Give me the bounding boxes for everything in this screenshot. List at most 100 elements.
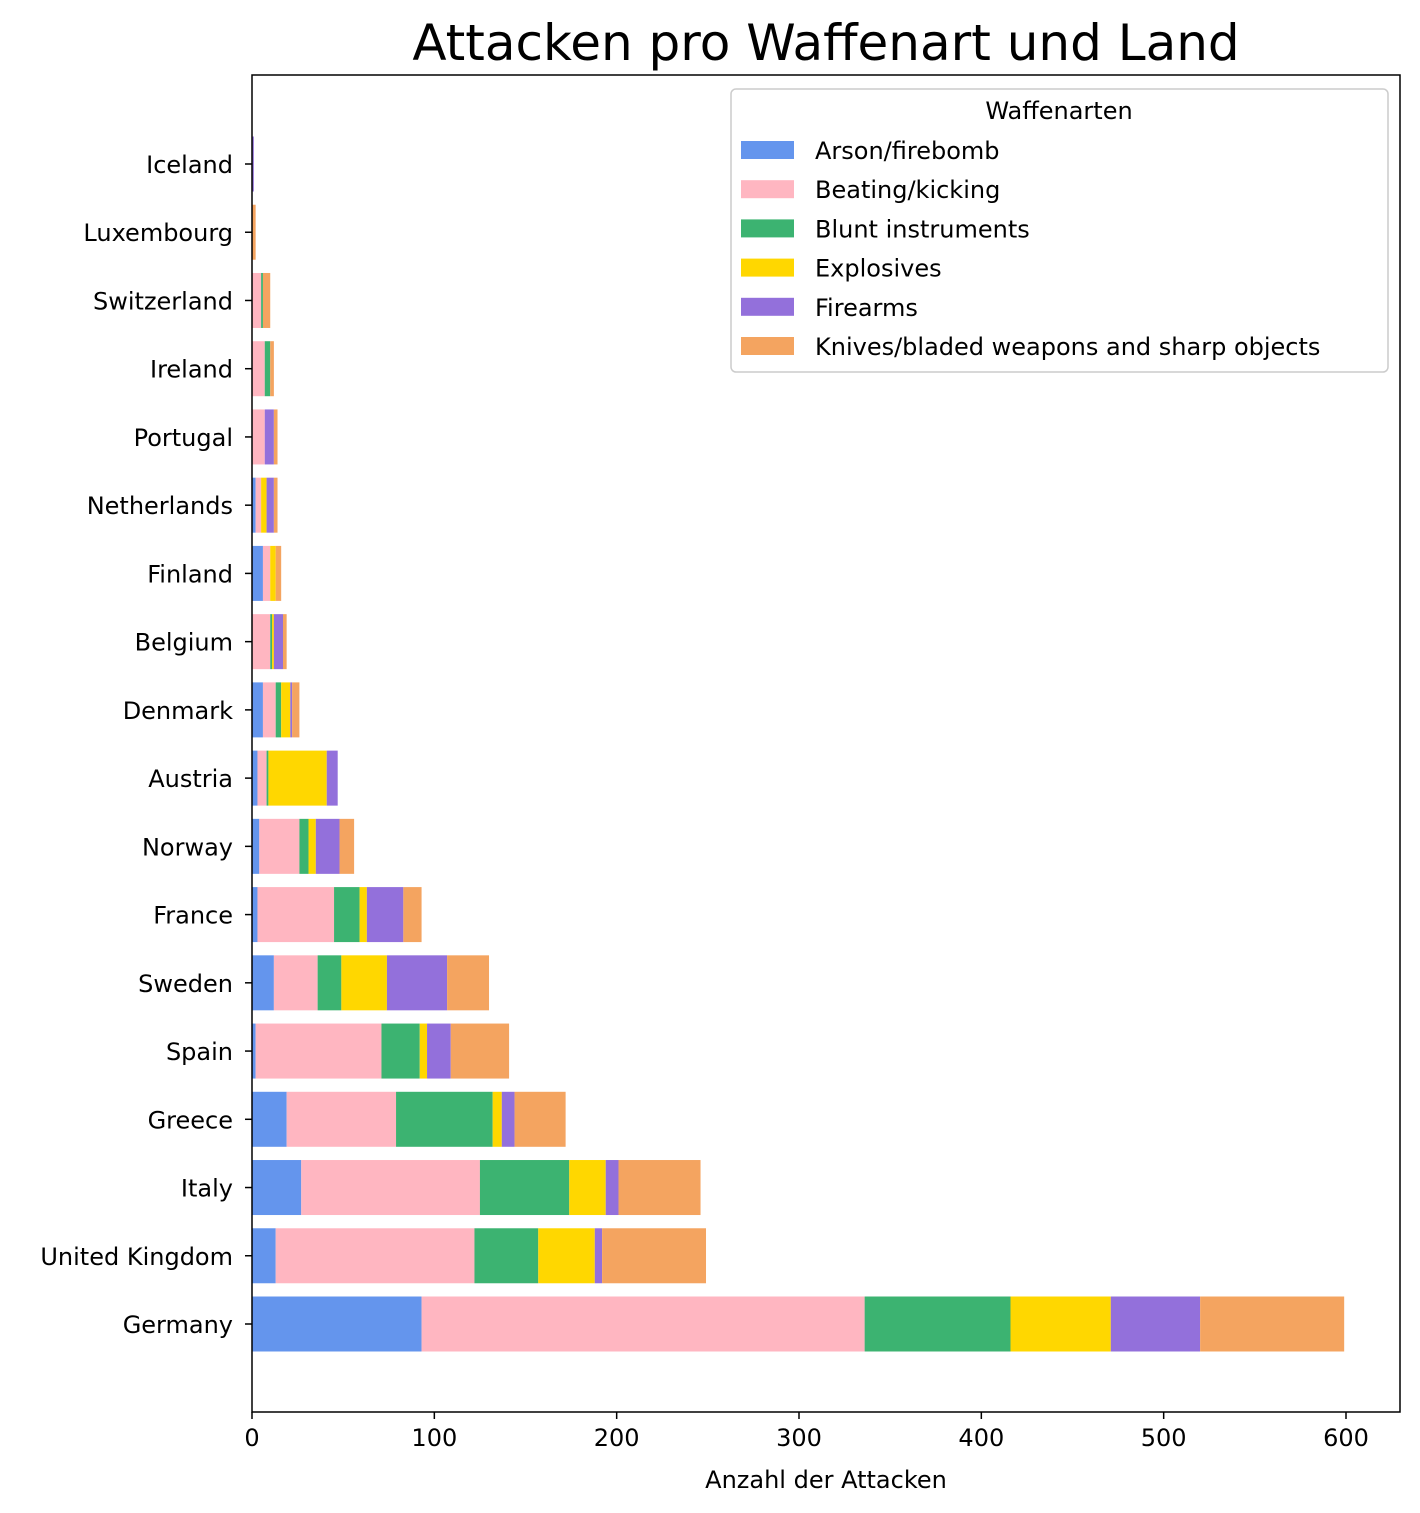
bar-germany-explosives xyxy=(1010,1296,1111,1352)
legend-label-firearms: Firearms xyxy=(815,294,918,322)
bar-belgium-knives-bladed-weapons-and-sharp-objects xyxy=(282,614,287,670)
bar-france-arson-firebomb xyxy=(252,887,258,943)
bar-netherlands-explosives xyxy=(261,477,267,533)
bar-portugal-beating-kicking xyxy=(252,409,265,465)
category-label-belgium: Belgium xyxy=(135,629,233,657)
category-label-norway: Norway xyxy=(142,833,233,861)
bar-portugal-firearms xyxy=(264,409,274,465)
bar-netherlands-knives-bladed-weapons-and-sharp-objects xyxy=(273,477,278,533)
bar-united-kingdom-beating-kicking xyxy=(275,1228,475,1284)
category-label-sweden: Sweden xyxy=(138,970,233,998)
bar-germany-knives-bladed-weapons-and-sharp-objects xyxy=(1200,1296,1345,1352)
bar-belgium-explosives xyxy=(272,614,274,670)
x-tick-label: 600 xyxy=(1323,1424,1369,1452)
bar-austria-arson-firebomb xyxy=(252,750,258,806)
bar-ireland-knives-bladed-weapons-and-sharp-objects xyxy=(270,341,274,397)
category-label-france: France xyxy=(153,902,233,930)
x-tick-label: 100 xyxy=(411,1424,457,1452)
bar-italy-firearms xyxy=(605,1160,619,1216)
bar-united-kingdom-arson-firebomb xyxy=(252,1228,276,1284)
bar-united-kingdom-firearms xyxy=(594,1228,603,1284)
category-label-finland: Finland xyxy=(147,560,233,588)
bar-sweden-firearms xyxy=(386,955,448,1011)
legend-swatch-beating-kicking xyxy=(741,180,794,199)
bar-switzerland-knives-bladed-weapons-and-sharp-objects xyxy=(262,272,271,328)
plot-frame xyxy=(251,74,1401,1413)
bar-greece-knives-bladed-weapons-and-sharp-objects xyxy=(514,1091,566,1147)
bar-france-explosives xyxy=(359,887,367,943)
bar-spain-blunt-instruments xyxy=(381,1023,420,1079)
category-label-ireland: Ireland xyxy=(150,356,233,384)
bar-denmark-knives-bladed-weapons-and-sharp-objects xyxy=(292,682,300,738)
bar-denmark-explosives xyxy=(281,682,291,738)
bar-denmark-blunt-instruments xyxy=(275,682,282,738)
bar-norway-blunt-instruments xyxy=(299,818,309,874)
bar-austria-beating-kicking xyxy=(257,750,267,806)
x-axis-ticks: 0 100 200 300 400 500 600 xyxy=(244,1412,1369,1452)
bar-italy-beating-kicking xyxy=(301,1160,480,1216)
bar-italy-blunt-instruments xyxy=(479,1160,570,1216)
bar-denmark-beating-kicking xyxy=(262,682,276,738)
legend-box xyxy=(730,88,1389,373)
legend-label-beating-kicking: Beating/kicking xyxy=(815,176,1000,204)
category-label-united-kingdom: United Kingdom xyxy=(40,1243,233,1271)
x-tick-label: 300 xyxy=(776,1424,822,1452)
bar-sweden-arson-firebomb xyxy=(252,955,274,1011)
bar-spain-explosives xyxy=(419,1023,428,1079)
bar-germany-blunt-instruments xyxy=(864,1296,1011,1352)
bars-layer xyxy=(252,136,1345,1352)
bar-sweden-explosives xyxy=(341,955,387,1011)
category-label-switzerland: Switzerland xyxy=(93,287,233,315)
bar-france-blunt-instruments xyxy=(334,887,360,943)
bar-netherlands-firearms xyxy=(266,477,274,533)
bar-finland-beating-kicking xyxy=(262,545,271,601)
bar-denmark-firearms xyxy=(290,682,293,738)
legend-entries: Arson/firebomb Beating/kicking Blunt instr… xyxy=(741,137,1320,361)
category-label-denmark: Denmark xyxy=(123,697,233,725)
bar-belgium-beating-kicking xyxy=(252,614,271,670)
bar-portugal-knives-bladed-weapons-and-sharp-objects xyxy=(273,409,278,465)
bar-united-kingdom-explosives xyxy=(538,1228,595,1284)
bar-luxembourg-knives-bladed-weapons-and-sharp-objects xyxy=(252,204,256,260)
bar-netherlands-beating-kicking xyxy=(255,477,262,533)
bar-netherlands-arson-firebomb xyxy=(252,477,256,533)
bar-norway-beating-kicking xyxy=(259,818,300,874)
legend-swatch-blunt-instruments xyxy=(741,219,794,238)
category-label-spain: Spain xyxy=(166,1038,233,1066)
bar-finland-knives-bladed-weapons-and-sharp-objects xyxy=(275,545,282,601)
bar-united-kingdom-blunt-instruments xyxy=(474,1228,539,1284)
bar-united-kingdom-knives-bladed-weapons-and-sharp-objects xyxy=(602,1228,707,1284)
bar-finland-arson-firebomb xyxy=(252,545,263,601)
bar-france-beating-kicking xyxy=(257,887,335,943)
bar-ireland-beating-kicking xyxy=(252,341,265,397)
category-label-greece: Greece xyxy=(148,1106,233,1134)
bar-spain-firearms xyxy=(427,1023,451,1079)
category-label-portugal: Portugal xyxy=(134,424,233,452)
bar-ireland-blunt-instruments xyxy=(264,341,271,397)
category-labels: Iceland Luxembourg Switzerland Ireland Portu… xyxy=(40,151,252,1339)
bar-france-firearms xyxy=(366,887,404,943)
legend-label-explosives: Explosives xyxy=(815,255,942,283)
category-label-netherlands: Netherlands xyxy=(87,492,233,520)
legend: Waffenarten Arson/firebomb Beating/kickin… xyxy=(730,88,1389,373)
x-tick-label: 200 xyxy=(594,1424,640,1452)
bar-italy-arson-firebomb xyxy=(252,1160,302,1216)
legend-label-knives-bladed-weapons-and-sharp-objects: Knives/bladed weapons and sharp objects xyxy=(815,333,1320,361)
bar-germany-firearms xyxy=(1110,1296,1201,1352)
bar-sweden-blunt-instruments xyxy=(317,955,342,1011)
legend-title: Waffenarten xyxy=(985,97,1132,125)
bar-finland-explosives xyxy=(270,545,276,601)
bar-germany-arson-firebomb xyxy=(252,1296,422,1352)
bar-germany-beating-kicking xyxy=(421,1296,865,1352)
bar-greece-firearms xyxy=(501,1091,515,1147)
bar-spain-arson-firebomb xyxy=(252,1023,256,1079)
bar-spain-knives-bladed-weapons-and-sharp-objects xyxy=(450,1023,510,1079)
legend-swatch-arson-firebomb xyxy=(741,141,794,159)
bar-austria-firearms xyxy=(326,750,338,806)
bar-switzerland-blunt-instruments xyxy=(261,272,263,328)
bar-belgium-blunt-instruments xyxy=(270,614,273,670)
legend-swatch-firearms xyxy=(741,297,794,316)
bar-norway-arson-firebomb xyxy=(252,818,260,874)
bar-norway-firearms xyxy=(315,818,340,874)
